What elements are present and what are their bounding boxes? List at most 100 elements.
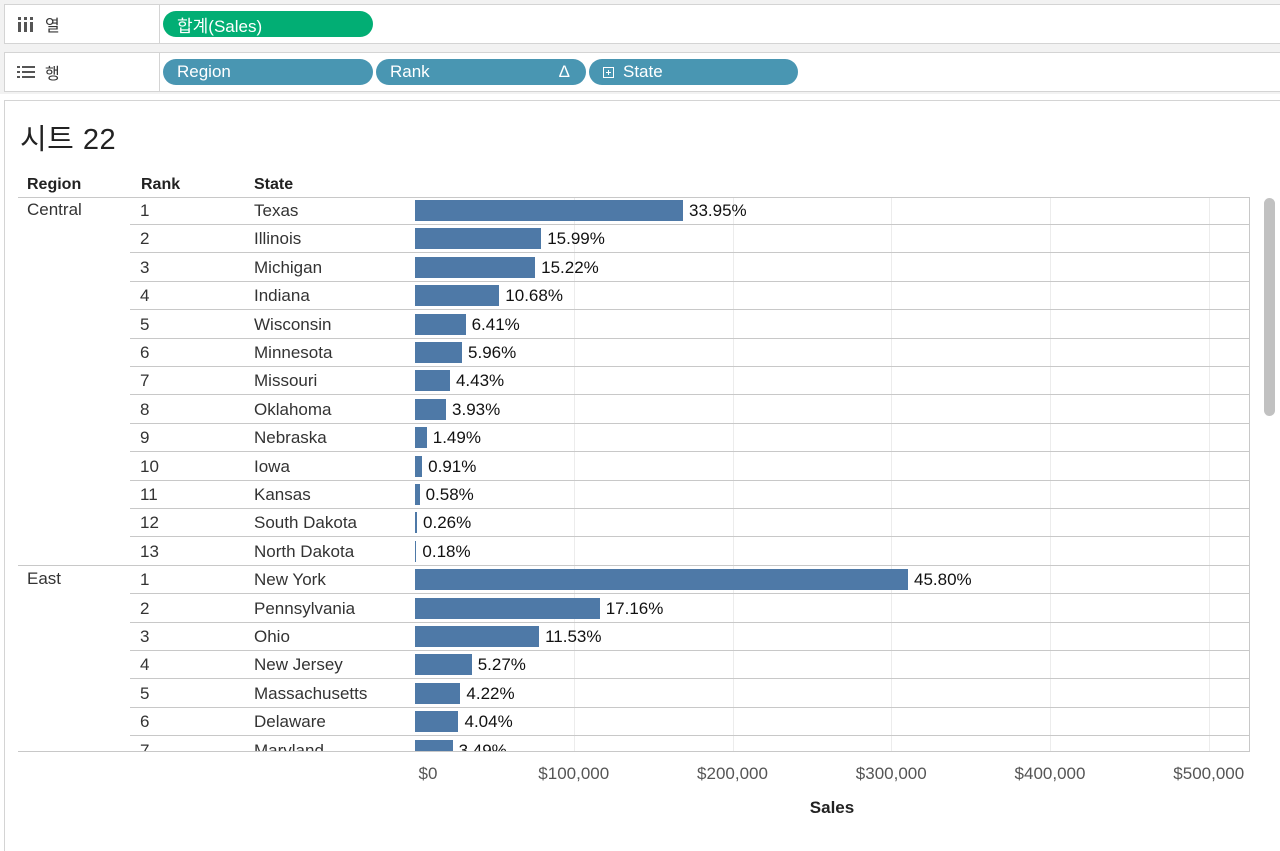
rank-cell: 6 xyxy=(140,712,150,732)
table-row[interactable]: 2 Illinois 15.99% xyxy=(18,225,1250,254)
x-axis-title: Sales xyxy=(809,798,855,817)
rank-pill[interactable]: Rank Δ xyxy=(376,59,586,85)
state-cell[interactable]: Delaware xyxy=(254,712,326,732)
row-divider xyxy=(130,621,1250,623)
sales-bar[interactable] xyxy=(415,597,600,619)
sales-bar[interactable] xyxy=(415,228,542,250)
table-row[interactable]: 7 Missouri 4.43% xyxy=(18,367,1250,396)
rank-cell: 7 xyxy=(140,371,150,391)
table-row[interactable]: 11 Kansas 0.58% xyxy=(18,481,1250,509)
row-divider xyxy=(18,564,1250,566)
state-pill[interactable]: State xyxy=(589,59,798,85)
sales-bar[interactable] xyxy=(415,370,450,392)
sales-bar[interactable] xyxy=(415,711,459,733)
bar-data-label: 33.95% xyxy=(689,201,747,220)
sales-bar[interactable] xyxy=(415,427,427,449)
row-divider xyxy=(130,394,1250,396)
row-divider xyxy=(130,508,1250,509)
table-row[interactable]: 5 Massachusetts 4.22% xyxy=(18,680,1250,708)
table-row[interactable]: 7 Maryland 3.49% xyxy=(18,737,1250,752)
bar-data-label: 4.43% xyxy=(455,371,505,391)
state-cell[interactable]: Texas xyxy=(254,201,299,220)
state-cell[interactable]: Massachusetts xyxy=(254,683,368,703)
state-cell[interactable]: Missouri xyxy=(254,371,318,391)
columns-shelf[interactable]: 열 합계(Sales) xyxy=(4,4,1280,44)
sales-bar[interactable] xyxy=(415,398,447,420)
state-cell[interactable]: Iowa xyxy=(254,456,290,476)
sales-bar[interactable] xyxy=(415,256,536,278)
sales-bar[interactable] xyxy=(415,654,472,676)
bar-data-label: 0.18% xyxy=(422,541,471,561)
table-row[interactable]: 3 Ohio 11.53% xyxy=(18,623,1250,651)
table-row[interactable]: Central 1 Texas 33.95% xyxy=(18,197,1250,225)
sales-bar[interactable] xyxy=(415,342,463,363)
table-row[interactable]: 13 North Dakota 0.18% xyxy=(18,538,1250,566)
state-cell[interactable]: Kansas xyxy=(254,485,311,504)
x-gridline xyxy=(732,197,734,752)
table-row[interactable]: 4 Indiana 10.68% xyxy=(18,282,1250,311)
scrollbar-thumb[interactable] xyxy=(1264,198,1275,416)
state-cell[interactable]: Michigan xyxy=(254,257,323,277)
state-cell[interactable]: North Dakota xyxy=(254,541,355,561)
state-cell[interactable]: Pennsylvania xyxy=(254,598,356,618)
table-row[interactable]: 3 Michigan 15.22% xyxy=(18,254,1250,282)
table-row[interactable]: 2 Pennsylvania 17.16% xyxy=(18,595,1250,623)
state-cell[interactable]: Ohio xyxy=(254,627,290,646)
rows-shelf[interactable]: 행 Region Rank Δ State xyxy=(4,52,1280,92)
state-cell[interactable]: Illinois xyxy=(254,229,302,249)
rank-cell: 3 xyxy=(140,257,150,277)
sales-bar[interactable] xyxy=(415,540,417,562)
sales-bar[interactable] xyxy=(415,285,500,307)
table-row[interactable]: 8 Oklahoma 3.93% xyxy=(18,396,1250,424)
state-cell[interactable]: Maryland xyxy=(254,740,324,752)
table-row[interactable]: 6 Delaware 4.04% xyxy=(18,708,1250,737)
row-divider xyxy=(130,366,1250,367)
bar-data-label: 4.22% xyxy=(466,683,515,703)
table-row[interactable]: 5 Wisconsin 6.41% xyxy=(18,311,1250,339)
x-tick-label: $0 xyxy=(418,764,438,783)
table-row[interactable]: East 1 New York 45.80% xyxy=(18,566,1250,595)
region-pill[interactable]: Region xyxy=(163,59,373,85)
right-border xyxy=(1249,197,1250,752)
state-cell[interactable]: South Dakota xyxy=(254,513,358,533)
table-row[interactable]: 4 New Jersey 5.27% xyxy=(18,651,1250,680)
rank-cell: 10 xyxy=(140,456,159,476)
rank-pill-label: Rank xyxy=(390,62,430,81)
expand-plus-icon[interactable] xyxy=(603,66,614,78)
sum-sales-pill[interactable]: 합계(Sales) xyxy=(163,11,373,37)
sales-bar[interactable] xyxy=(415,569,908,591)
state-cell[interactable]: New Jersey xyxy=(254,655,343,675)
state-cell[interactable]: Oklahoma xyxy=(254,399,332,419)
rank-cell: 5 xyxy=(140,683,150,703)
sales-bar[interactable] xyxy=(415,455,423,477)
sheet-title: 시트 22 xyxy=(20,124,117,156)
x-gridline xyxy=(1208,197,1210,752)
sales-bar[interactable] xyxy=(415,484,420,505)
region-cell[interactable]: Central xyxy=(27,200,82,219)
state-header[interactable]: State xyxy=(254,176,294,193)
sales-bar[interactable] xyxy=(415,512,418,534)
state-cell[interactable]: Indiana xyxy=(254,286,310,306)
rank-cell: 11 xyxy=(140,485,158,504)
table-row[interactable]: 6 Minnesota 5.96% xyxy=(18,339,1250,367)
sales-bar[interactable] xyxy=(415,682,461,704)
rank-header[interactable]: Rank xyxy=(141,176,181,193)
region-header[interactable]: Region xyxy=(27,176,82,193)
state-cell[interactable]: New York xyxy=(254,570,326,590)
bar-data-label: 6.41% xyxy=(471,314,520,334)
region-cell[interactable]: East xyxy=(27,569,62,589)
state-cell[interactable]: Nebraska xyxy=(254,428,327,448)
state-cell[interactable]: Wisconsin xyxy=(254,314,332,334)
sales-bar[interactable] xyxy=(415,200,683,221)
state-cell[interactable]: Minnesota xyxy=(254,343,333,362)
x-gridline xyxy=(891,197,893,752)
rank-cell: 8 xyxy=(140,399,150,419)
sales-bar[interactable] xyxy=(415,626,540,647)
sales-bar[interactable] xyxy=(415,739,453,752)
rank-cell: 1 xyxy=(140,201,150,220)
table-row[interactable]: 9 Nebraska 1.49% xyxy=(18,424,1250,453)
rank-cell: 12 xyxy=(140,513,159,533)
table-row[interactable]: 12 South Dakota 0.26% xyxy=(18,509,1250,538)
sales-bar[interactable] xyxy=(415,313,466,335)
table-row[interactable]: 10 Iowa 0.91% xyxy=(18,453,1250,481)
